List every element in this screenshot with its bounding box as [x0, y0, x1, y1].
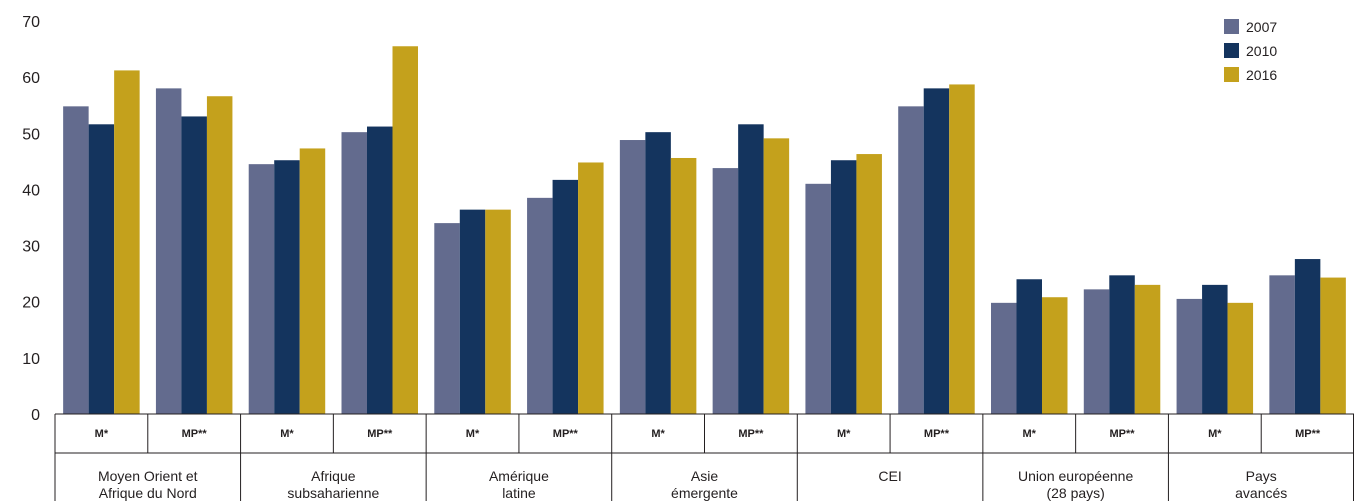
bar-2007-0	[63, 106, 89, 414]
group-label: Moyen Orient et	[98, 468, 198, 484]
bar-2007-13	[1269, 275, 1295, 414]
bar-2016-3	[392, 46, 418, 414]
bar-2010-10	[1016, 279, 1042, 414]
bar-2010-3	[367, 126, 393, 415]
group-label: CEI	[878, 468, 901, 484]
x-tick-label: M*	[280, 428, 294, 440]
y-tick-label: 40	[22, 182, 40, 199]
x-tick-label: MP**	[1110, 428, 1136, 440]
x-tick-label: MP**	[738, 428, 764, 440]
bar-2007-8	[805, 183, 831, 414]
bar-2007-6	[619, 140, 646, 414]
x-tick-label: M*	[837, 428, 851, 440]
x-tick-label: MP**	[924, 428, 950, 440]
bar-2016-7	[763, 138, 790, 414]
y-tick-label: 0	[31, 407, 40, 424]
bar-2010-0	[88, 124, 115, 415]
x-axis: M* MP** M* MP** M* MP** M* MP** M* MP** M* MP** M* MP…	[54, 413, 1354, 501]
y-tick-label: 20	[22, 295, 40, 312]
x-tick-label: MP**	[367, 428, 393, 440]
bar-2010-9	[923, 88, 950, 415]
bar-2007-10	[991, 302, 1017, 414]
group-label: (28 pays)	[1046, 485, 1104, 501]
group-label: Union européenne	[1018, 468, 1133, 484]
x-tick-label: M*	[466, 428, 480, 440]
bar-2007-2	[248, 164, 275, 414]
bar-2010-11	[1109, 275, 1135, 414]
bar-2010-6	[645, 132, 671, 414]
x-tick-label: M*	[1023, 428, 1037, 440]
legend-swatch-2010	[1224, 43, 1239, 58]
bar-2016-11	[1134, 284, 1161, 414]
bar-2007-4	[434, 223, 460, 414]
x-tick-label: M*	[1208, 428, 1222, 440]
bar-2007-5	[527, 197, 553, 414]
group-label: latine	[502, 485, 536, 501]
bar-2010-2	[274, 160, 300, 414]
group-label: émergente	[671, 485, 738, 501]
bar-2010-12	[1202, 284, 1228, 414]
bar-2016-1	[206, 96, 233, 414]
bar-2016-6	[670, 157, 697, 415]
bar-2010-5	[552, 179, 579, 414]
bar-2010-8	[830, 160, 857, 414]
bar-2007-11	[1083, 289, 1110, 414]
bar-2007-7	[712, 168, 739, 414]
bar-2016-2	[299, 148, 326, 414]
group-label: Pays	[1246, 468, 1277, 484]
bar-2016-12	[1227, 302, 1254, 414]
y-tick-label: 60	[22, 70, 40, 87]
bar-2016-4	[485, 209, 511, 414]
group-label: Amérique	[489, 468, 549, 484]
bar-2007-9	[898, 106, 924, 414]
group-label: Afrique du Nord	[99, 485, 197, 501]
group-label: subsaharienne	[287, 485, 379, 501]
x-tick-label: M*	[651, 428, 665, 440]
bar-2010-7	[738, 124, 764, 415]
y-axis: 0 10 20 30 40 50 60 70	[22, 14, 40, 424]
legend: 2007 2010 2016	[1224, 19, 1277, 83]
x-tick-label: M*	[95, 428, 109, 440]
group-label: Asie	[691, 468, 718, 484]
x-tick-label: MP**	[1295, 428, 1321, 440]
bar-2016-13	[1320, 277, 1346, 414]
x-tick-label: MP**	[553, 428, 579, 440]
bar-2010-1	[181, 116, 207, 414]
bar-2016-8	[856, 154, 882, 414]
y-tick-label: 50	[22, 126, 40, 143]
bar-2016-9	[949, 84, 975, 414]
legend-label: 2016	[1246, 67, 1277, 83]
y-tick-label: 70	[22, 14, 40, 31]
bar-2007-1	[155, 88, 182, 415]
bar-2016-0	[114, 70, 140, 414]
legend-label: 2007	[1246, 19, 1277, 35]
legend-label: 2010	[1246, 43, 1277, 59]
group-label: avancés	[1235, 485, 1287, 501]
bar-2010-4	[459, 209, 486, 414]
bar-2007-12	[1176, 298, 1203, 414]
legend-swatch-2007	[1224, 19, 1239, 34]
x-tick-label: MP**	[182, 428, 208, 440]
group-label: Afrique	[311, 468, 356, 484]
bar-2016-10	[1042, 297, 1068, 414]
bar-2010-13	[1294, 259, 1321, 414]
bars	[63, 46, 1346, 415]
legend-swatch-2016	[1224, 67, 1239, 82]
bar-2016-5	[578, 162, 604, 414]
y-tick-label: 10	[22, 351, 40, 368]
y-tick-label: 30	[22, 239, 40, 256]
bar-2007-3	[341, 132, 367, 414]
